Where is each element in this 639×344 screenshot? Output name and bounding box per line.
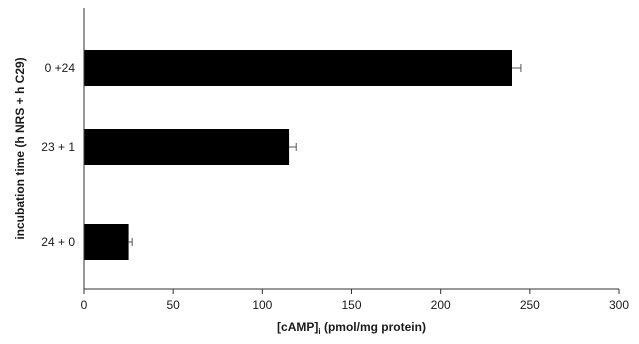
ticks-layer: 0 +24 23 + 1 24 + 0 0 50 100 150 200 250 300 [41,61,629,312]
x-tick-label: 100 [252,298,272,312]
x-tick-label: 50 [166,298,180,312]
x-tick-label: 0 [81,298,88,312]
x-tick-label: 200 [431,298,451,312]
bar [84,224,129,260]
x-axis-title-main: [cAMP] [277,320,318,334]
bar [84,50,512,86]
bars-layer [84,50,522,260]
x-axis-title-subscript: i [318,327,320,336]
y-axis-title: incubation time (h NRS + h C29) [13,57,27,239]
y-tick-label: 23 + 1 [41,140,75,154]
x-tick-label: 250 [520,298,540,312]
x-tick-label: 300 [609,298,629,312]
y-tick-label: 0 +24 [45,61,76,75]
x-axis-title: [cAMP]i (pmol/mg protein) [277,320,426,336]
y-tick-label: 24 + 0 [41,235,75,249]
x-axis-title-rest: (pmol/mg protein) [321,320,426,334]
bar [84,129,290,165]
x-tick-label: 150 [341,298,361,312]
